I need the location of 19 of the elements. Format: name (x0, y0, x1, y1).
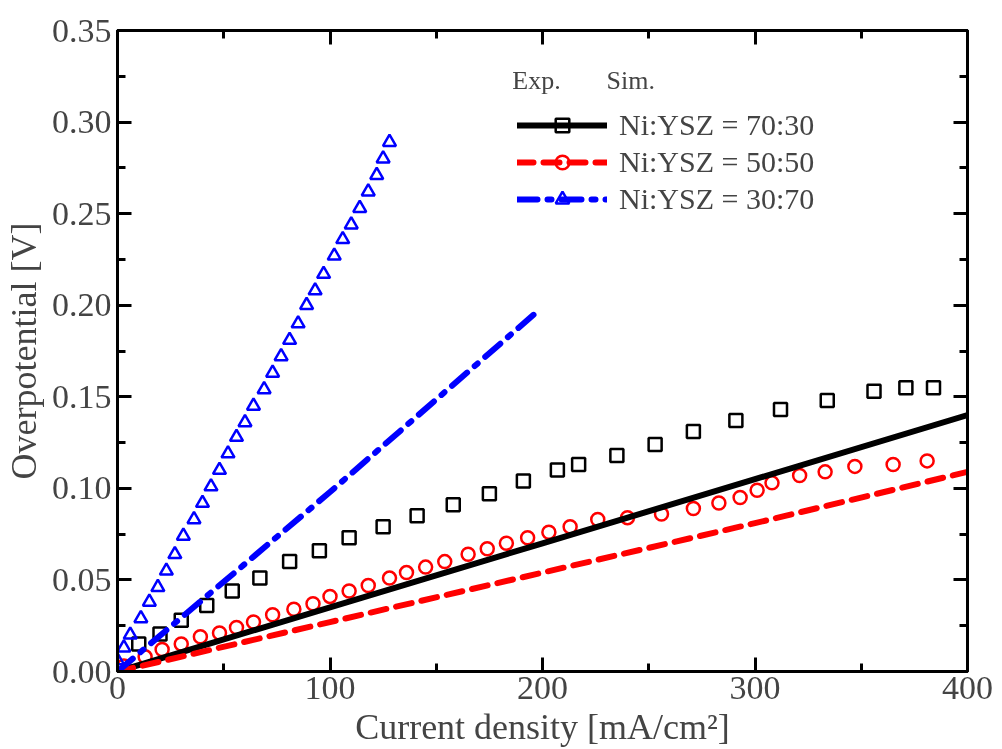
y-tick-label: 0.30 (52, 103, 112, 141)
x-tick-label: 200 (517, 668, 568, 706)
y-tick-label: 0.05 (52, 560, 112, 598)
annotation: Sim. (606, 65, 655, 95)
x-tick-label: 400 (942, 668, 993, 706)
x-tick-label: 100 (304, 668, 356, 706)
legend-label: Ni:YSZ = 70:30 (619, 108, 815, 142)
y-tick-label: 0.15 (52, 377, 112, 415)
y-tick-label: 0.10 (52, 469, 112, 507)
y-tick-label: 0.35 (52, 11, 112, 49)
x-tick-label: 300 (729, 668, 781, 706)
legend-label: Ni:YSZ = 30:70 (619, 182, 815, 216)
x-axis-title: Current density [mA/cm²] (355, 706, 730, 747)
legend-label: Ni:YSZ = 50:50 (619, 145, 815, 179)
annotation: Exp. (512, 65, 561, 95)
y-axis-title: Overpotential [V] (4, 222, 44, 480)
y-tick-label: 0.25 (52, 194, 112, 232)
y-tick-label: 0.20 (52, 286, 112, 324)
x-tick-label: 0 (109, 668, 126, 706)
